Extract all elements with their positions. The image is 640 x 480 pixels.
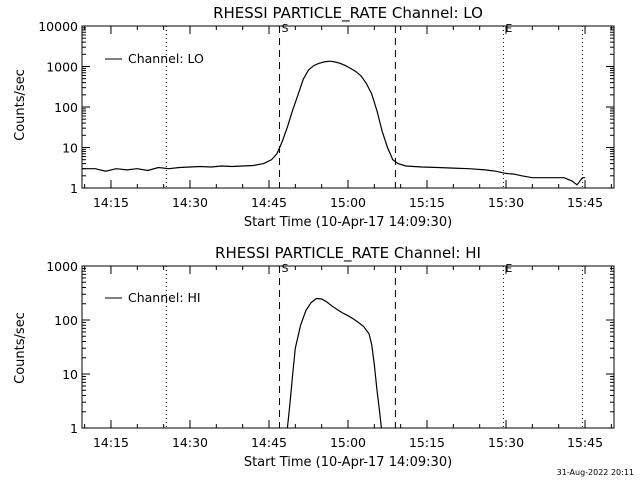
y-tick-label: 1000 <box>46 60 78 75</box>
x-tick-label: 14:15 <box>93 435 129 450</box>
chart-panel-hi: RHESSI PARTICLE_RATE Channel: HI 14:15 14… <box>13 244 615 470</box>
chart-title: RHESSI PARTICLE_RATE Channel: HI <box>215 244 481 263</box>
chart-panel-lo: RHESSI PARTICLE_RATE Channel: LO 14:15 14… <box>13 4 615 230</box>
x-tick-label: 15:00 <box>330 435 366 450</box>
series-line <box>82 60 585 186</box>
legend-entry: Channel: LO <box>128 51 204 66</box>
y-tick-label: 100 <box>54 313 78 328</box>
marker-label: E <box>505 262 512 275</box>
x-axis-label: Start Time (10-Apr-17 14:09:30) <box>244 215 452 230</box>
x-tick-label: 15:15 <box>409 195 445 210</box>
marker-label: S <box>282 262 289 275</box>
x-tick-label: 14:30 <box>172 195 208 210</box>
series-line <box>286 297 382 429</box>
y-tick-label: 1000 <box>46 259 78 274</box>
x-tick-label: 15:30 <box>488 435 524 450</box>
marker-label: E <box>505 22 512 35</box>
y-tick-label: 10 <box>62 141 78 156</box>
y-axis-label: Counts/sec <box>13 69 28 141</box>
x-tick-label: 14:30 <box>172 435 208 450</box>
x-tick-label: 15:00 <box>330 195 366 210</box>
marker-label: S <box>282 22 289 35</box>
x-tick-label: 14:45 <box>251 195 287 210</box>
y-tick-label: 1 <box>70 181 78 196</box>
legend-entry: Channel: HI <box>128 290 201 305</box>
chart-title: RHESSI PARTICLE_RATE Channel: LO <box>213 4 483 23</box>
y-axis-label: Counts/sec <box>13 312 28 384</box>
x-tick-label: 14:15 <box>93 195 129 210</box>
y-tick-label: 10 <box>62 367 78 382</box>
x-tick-label: 15:45 <box>567 195 603 210</box>
footer-timestamp: 31-Aug-2022 20:11 <box>557 468 634 477</box>
y-tick-label: 100 <box>54 100 78 115</box>
x-tick-label: 15:15 <box>409 435 445 450</box>
x-tick-label: 15:30 <box>488 195 524 210</box>
x-axis-label: Start Time (10-Apr-17 14:09:30) <box>244 455 452 470</box>
y-tick-label: 1 <box>70 421 78 436</box>
y-tick-label: 10000 <box>38 19 78 34</box>
x-tick-label: 15:45 <box>567 435 603 450</box>
x-tick-label: 14:45 <box>251 435 287 450</box>
